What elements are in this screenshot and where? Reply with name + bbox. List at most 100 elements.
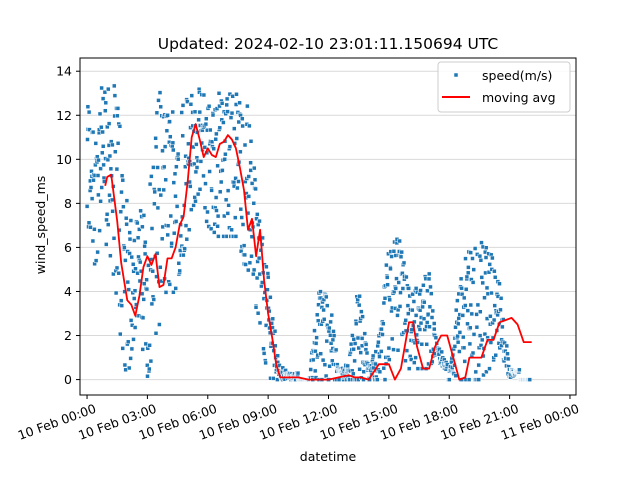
scatter-point (120, 177, 126, 183)
scatter-point (161, 164, 167, 170)
scatter-point (197, 187, 203, 192)
scatter-point (251, 267, 257, 273)
scatter-point (211, 146, 216, 151)
scatter-point (357, 367, 362, 372)
scatter-point (421, 316, 427, 321)
scatter-point (201, 92, 207, 98)
scatter-point (447, 377, 452, 382)
scatter-point (101, 162, 106, 168)
scatter-point (318, 289, 323, 294)
scatter-point (154, 110, 160, 116)
scatter-point (194, 142, 199, 147)
scatter-point (221, 120, 226, 125)
scatter-point (121, 204, 126, 209)
scatter-point (386, 345, 392, 351)
scatter-point (478, 258, 484, 263)
scatter-point (114, 265, 120, 271)
scatter-point (467, 341, 473, 347)
scatter-point (431, 321, 437, 326)
scatter-point (206, 224, 212, 229)
scatter-point (105, 222, 111, 227)
scatter-point (364, 350, 370, 356)
scatter-point (449, 365, 455, 370)
scatter-point (375, 377, 380, 382)
y-tick-label: 6 (64, 240, 72, 255)
scatter-point (327, 325, 332, 331)
scatter-point (478, 343, 484, 348)
y-tick-label: 8 (64, 196, 72, 211)
scatter-point (265, 271, 271, 276)
scatter-point (482, 295, 487, 300)
scatter-point (249, 253, 254, 259)
scatter-point (118, 298, 124, 303)
scatter-point (253, 305, 259, 310)
scatter-point (115, 106, 121, 111)
scatter-point (144, 277, 149, 282)
scatter-point (158, 265, 163, 270)
scatter-point (173, 193, 178, 199)
scatter-point (123, 258, 128, 263)
scatter-point (143, 239, 148, 245)
scatter-point (217, 125, 223, 131)
scatter-point (132, 238, 137, 243)
scatter-point (465, 321, 470, 327)
scatter-point (233, 234, 239, 239)
scatter-point (384, 275, 390, 280)
scatter-point (413, 286, 419, 291)
scatter-point (479, 240, 484, 245)
scatter-point (208, 226, 214, 232)
scatter-point (478, 309, 483, 314)
scatter-point (179, 110, 184, 115)
scatter-point (108, 166, 114, 172)
scatter-point (424, 320, 430, 325)
scatter-point (328, 333, 333, 338)
scatter-point (413, 355, 418, 360)
scatter-point (225, 188, 231, 193)
scatter-point (382, 377, 388, 382)
scatter-point (373, 361, 378, 367)
scatter-point (197, 109, 203, 115)
scatter-point (103, 100, 109, 106)
scatter-point (191, 161, 197, 167)
scatter-point (242, 142, 248, 148)
scatter-point (210, 112, 216, 118)
scatter-point (387, 357, 392, 362)
scatter-point (217, 189, 223, 195)
scatter-point (468, 250, 473, 255)
scatter-point (163, 177, 168, 183)
scatter-point (257, 320, 263, 326)
scatter-point (175, 156, 181, 162)
scatter-point (156, 187, 162, 192)
scatter-point (517, 367, 522, 373)
scatter-point (215, 224, 220, 229)
scatter-point (224, 102, 229, 108)
scatter-point (243, 262, 248, 267)
legend: speed(m/s) moving avg (437, 61, 571, 113)
scatter-point (236, 119, 242, 125)
scatter-point (465, 308, 471, 313)
scatter-point (359, 309, 364, 314)
scatter-point (239, 215, 244, 220)
scatter-point (395, 347, 401, 353)
scatter-point (475, 302, 481, 308)
scatter-point (220, 168, 225, 173)
scatter-point (202, 145, 208, 150)
scatter-point (107, 153, 113, 159)
scatter-point (159, 236, 165, 242)
scatter-point (356, 302, 362, 308)
scatter-point (188, 102, 194, 107)
scatter-point (505, 351, 510, 356)
scatter-point (119, 173, 125, 178)
scatter-point (85, 137, 90, 142)
scatter-point (474, 312, 479, 317)
scatter-point (408, 357, 414, 362)
scatter-point (242, 252, 248, 258)
scatter-point (275, 353, 280, 358)
y-tick-label: 10 (56, 152, 72, 167)
scatter-point (381, 321, 386, 326)
scatter-point (331, 333, 337, 338)
scatter-point (480, 280, 485, 286)
scatter-point (312, 328, 317, 333)
scatter-point (362, 331, 368, 336)
